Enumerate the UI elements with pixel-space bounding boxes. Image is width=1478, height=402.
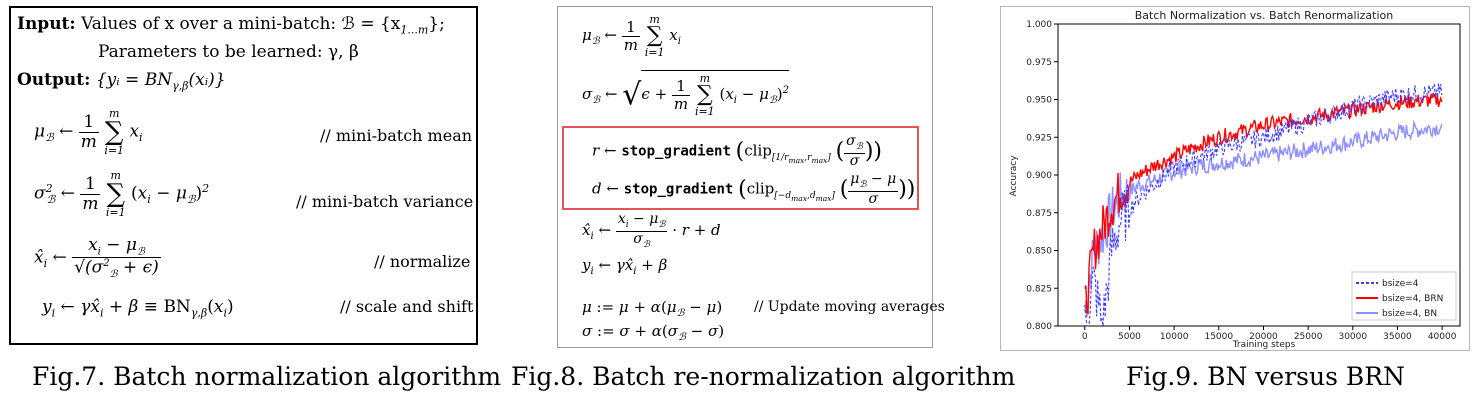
fig7-output-line: Output: {yᵢ = BNγ,β(xᵢ)} (17, 70, 226, 93)
x-tick-label: 10000 (1160, 332, 1189, 342)
fig7-caption: Fig.7. Batch normalization algorithm (32, 362, 502, 391)
comment-mini-batch-mean: // mini-batch mean (320, 126, 473, 145)
fig8-output-equation: yi ← γx̂i + β (582, 256, 668, 277)
x-tick-label: 0 (1082, 332, 1088, 342)
y-axis-label: Accuracy (1009, 155, 1019, 197)
fig8-moving-std-equation: σ := σ + α(σℬ − σ) (582, 322, 725, 343)
y-tick-label: 0.950 (1026, 96, 1052, 106)
x-tick-label: 20000 (1249, 332, 1278, 342)
fig8-moving-mean-equation: μ := μ + α(μℬ − μ) (582, 298, 723, 319)
y-tick-label: 0.825 (1026, 284, 1052, 294)
series-line-1 (1084, 92, 1443, 315)
y-tick-label: 0.800 (1026, 322, 1052, 332)
legend-label: bsize=4, BN (1382, 309, 1437, 319)
y-tick-label: 1.000 (1026, 20, 1052, 30)
x-tick-label: 30000 (1338, 332, 1367, 342)
fig7-input-line: Input: Values of x over a mini-batch: ℬ … (17, 14, 445, 37)
x-tick-label: 25000 (1294, 332, 1323, 342)
fig8-d-equation: d ← stop_gradient (clip[−dmax,dmax] (μℬ … (592, 171, 916, 207)
comment-normalize: // normalize (374, 252, 471, 271)
legend-label: bsize=4 (1382, 279, 1419, 289)
fig8-normalize-equation: x̂i ← xi − μℬ σℬ · r + d (582, 211, 721, 250)
batch-renorm-algorithm-box (557, 6, 933, 348)
accuracy-chart: Batch Normalization vs. Batch Renormaliz… (1009, 9, 1461, 350)
fig8-caption: Fig.8. Batch re-normalization algorithm (511, 362, 1016, 391)
batchnorm-algorithm-box (9, 6, 478, 345)
fig7-scale-shift-equation: yi ← γx̂i + β ≡ BNγ,β(xi) (42, 297, 234, 320)
x-tick-label: 5000 (1118, 332, 1141, 342)
y-tick-label: 0.900 (1026, 171, 1052, 181)
x-tick-label: 15000 (1204, 332, 1233, 342)
chart-title: Batch Normalization vs. Batch Renormaliz… (1135, 9, 1394, 22)
comment-update-moving-averages: // Update moving averages (754, 299, 945, 315)
fig8-r-equation: r ← stop_gradient (clip[1/rmax,rmax] (σℬ… (592, 133, 882, 169)
series-line-2 (1084, 119, 1443, 317)
x-tick-label: 35000 (1383, 332, 1412, 342)
y-tick-label: 0.875 (1026, 209, 1052, 219)
chart-frame (1000, 6, 1470, 351)
x-axis-label: Training steps (1232, 340, 1296, 350)
y-tick-label: 0.925 (1026, 133, 1052, 143)
x-tick-label: 40000 (1428, 332, 1457, 342)
comment-mini-batch-variance: // mini-batch variance (296, 192, 474, 211)
y-tick-label: 0.975 (1026, 58, 1052, 68)
series-line-0 (1084, 83, 1443, 327)
y-tick-label: 0.850 (1026, 247, 1052, 257)
comment-scale-and-shift: // scale and shift (340, 297, 474, 316)
fig7-normalize-equation: x̂i ← xi − μℬ √(σ2ℬ + ϵ) (34, 235, 161, 281)
fig9-caption: Fig.9. BN versus BRN (1126, 362, 1405, 391)
fig7-params-line: Parameters to be learned: γ, β (98, 42, 359, 62)
highlight-box (562, 126, 919, 210)
legend-label: bsize=4, BRN (1382, 294, 1443, 304)
